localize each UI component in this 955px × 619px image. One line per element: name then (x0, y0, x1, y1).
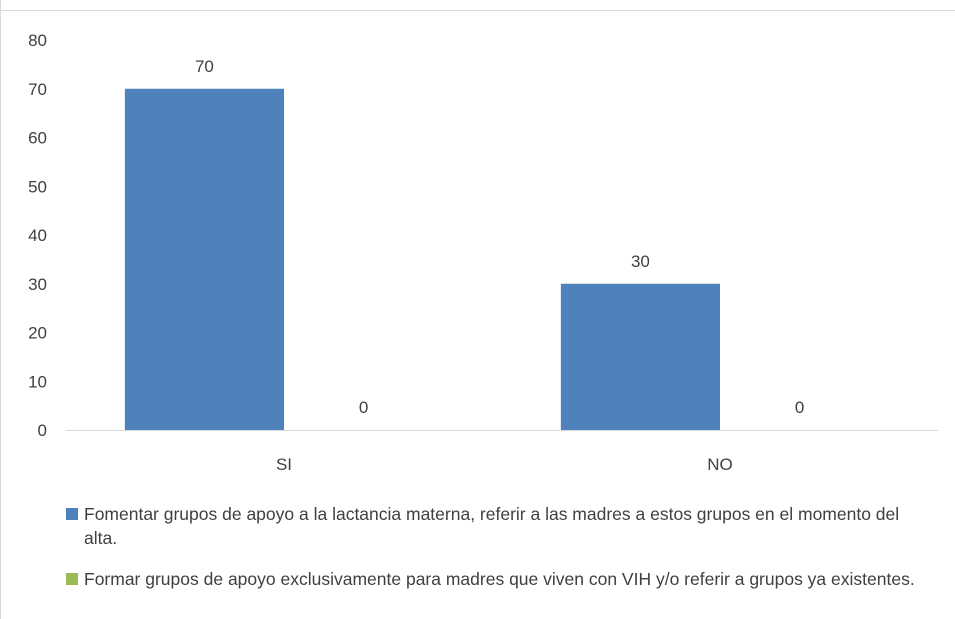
y-tick-label: 70 (28, 80, 47, 99)
legend-item-series-1: Fomentar grupos de apoyo a la lactancia … (66, 502, 926, 550)
bar-no-series-1 (560, 283, 720, 430)
y-axis: 0 10 20 30 40 50 60 70 80 (28, 31, 47, 440)
bars (124, 88, 720, 430)
data-label: 0 (795, 398, 804, 417)
legend: Fomentar grupos de apoyo a la lactancia … (66, 502, 926, 608)
bar-si-series-1 (124, 88, 284, 430)
x-tick-label: SI (276, 455, 292, 474)
bar-chart: 0 10 20 30 40 50 60 70 80 70 0 30 0 SI NO (28, 31, 938, 474)
frame-border-left (0, 0, 1, 619)
y-tick-label: 10 (28, 372, 47, 391)
x-axis: SI NO (276, 455, 733, 474)
data-label: 30 (631, 252, 650, 271)
x-tick-label: NO (707, 455, 733, 474)
y-tick-label: 30 (28, 275, 47, 294)
y-tick-label: 50 (28, 177, 47, 196)
y-tick-label: 0 (38, 421, 47, 440)
legend-label: Fomentar grupos de apoyo a la lactancia … (84, 504, 900, 548)
data-labels: 70 0 30 0 (195, 57, 804, 417)
y-tick-label: 80 (28, 31, 47, 50)
y-tick-label: 40 (28, 226, 47, 245)
y-tick-label: 20 (28, 324, 47, 343)
legend-label: Formar grupos de apoyo exclusivamente pa… (84, 569, 915, 589)
legend-swatch-green (66, 573, 78, 585)
frame-border-top (0, 10, 955, 11)
data-label: 70 (195, 57, 214, 76)
legend-item-series-2: Formar grupos de apoyo exclusivamente pa… (66, 567, 926, 591)
data-label: 0 (359, 398, 368, 417)
y-tick-label: 60 (28, 129, 47, 148)
legend-swatch-blue (66, 508, 78, 520)
